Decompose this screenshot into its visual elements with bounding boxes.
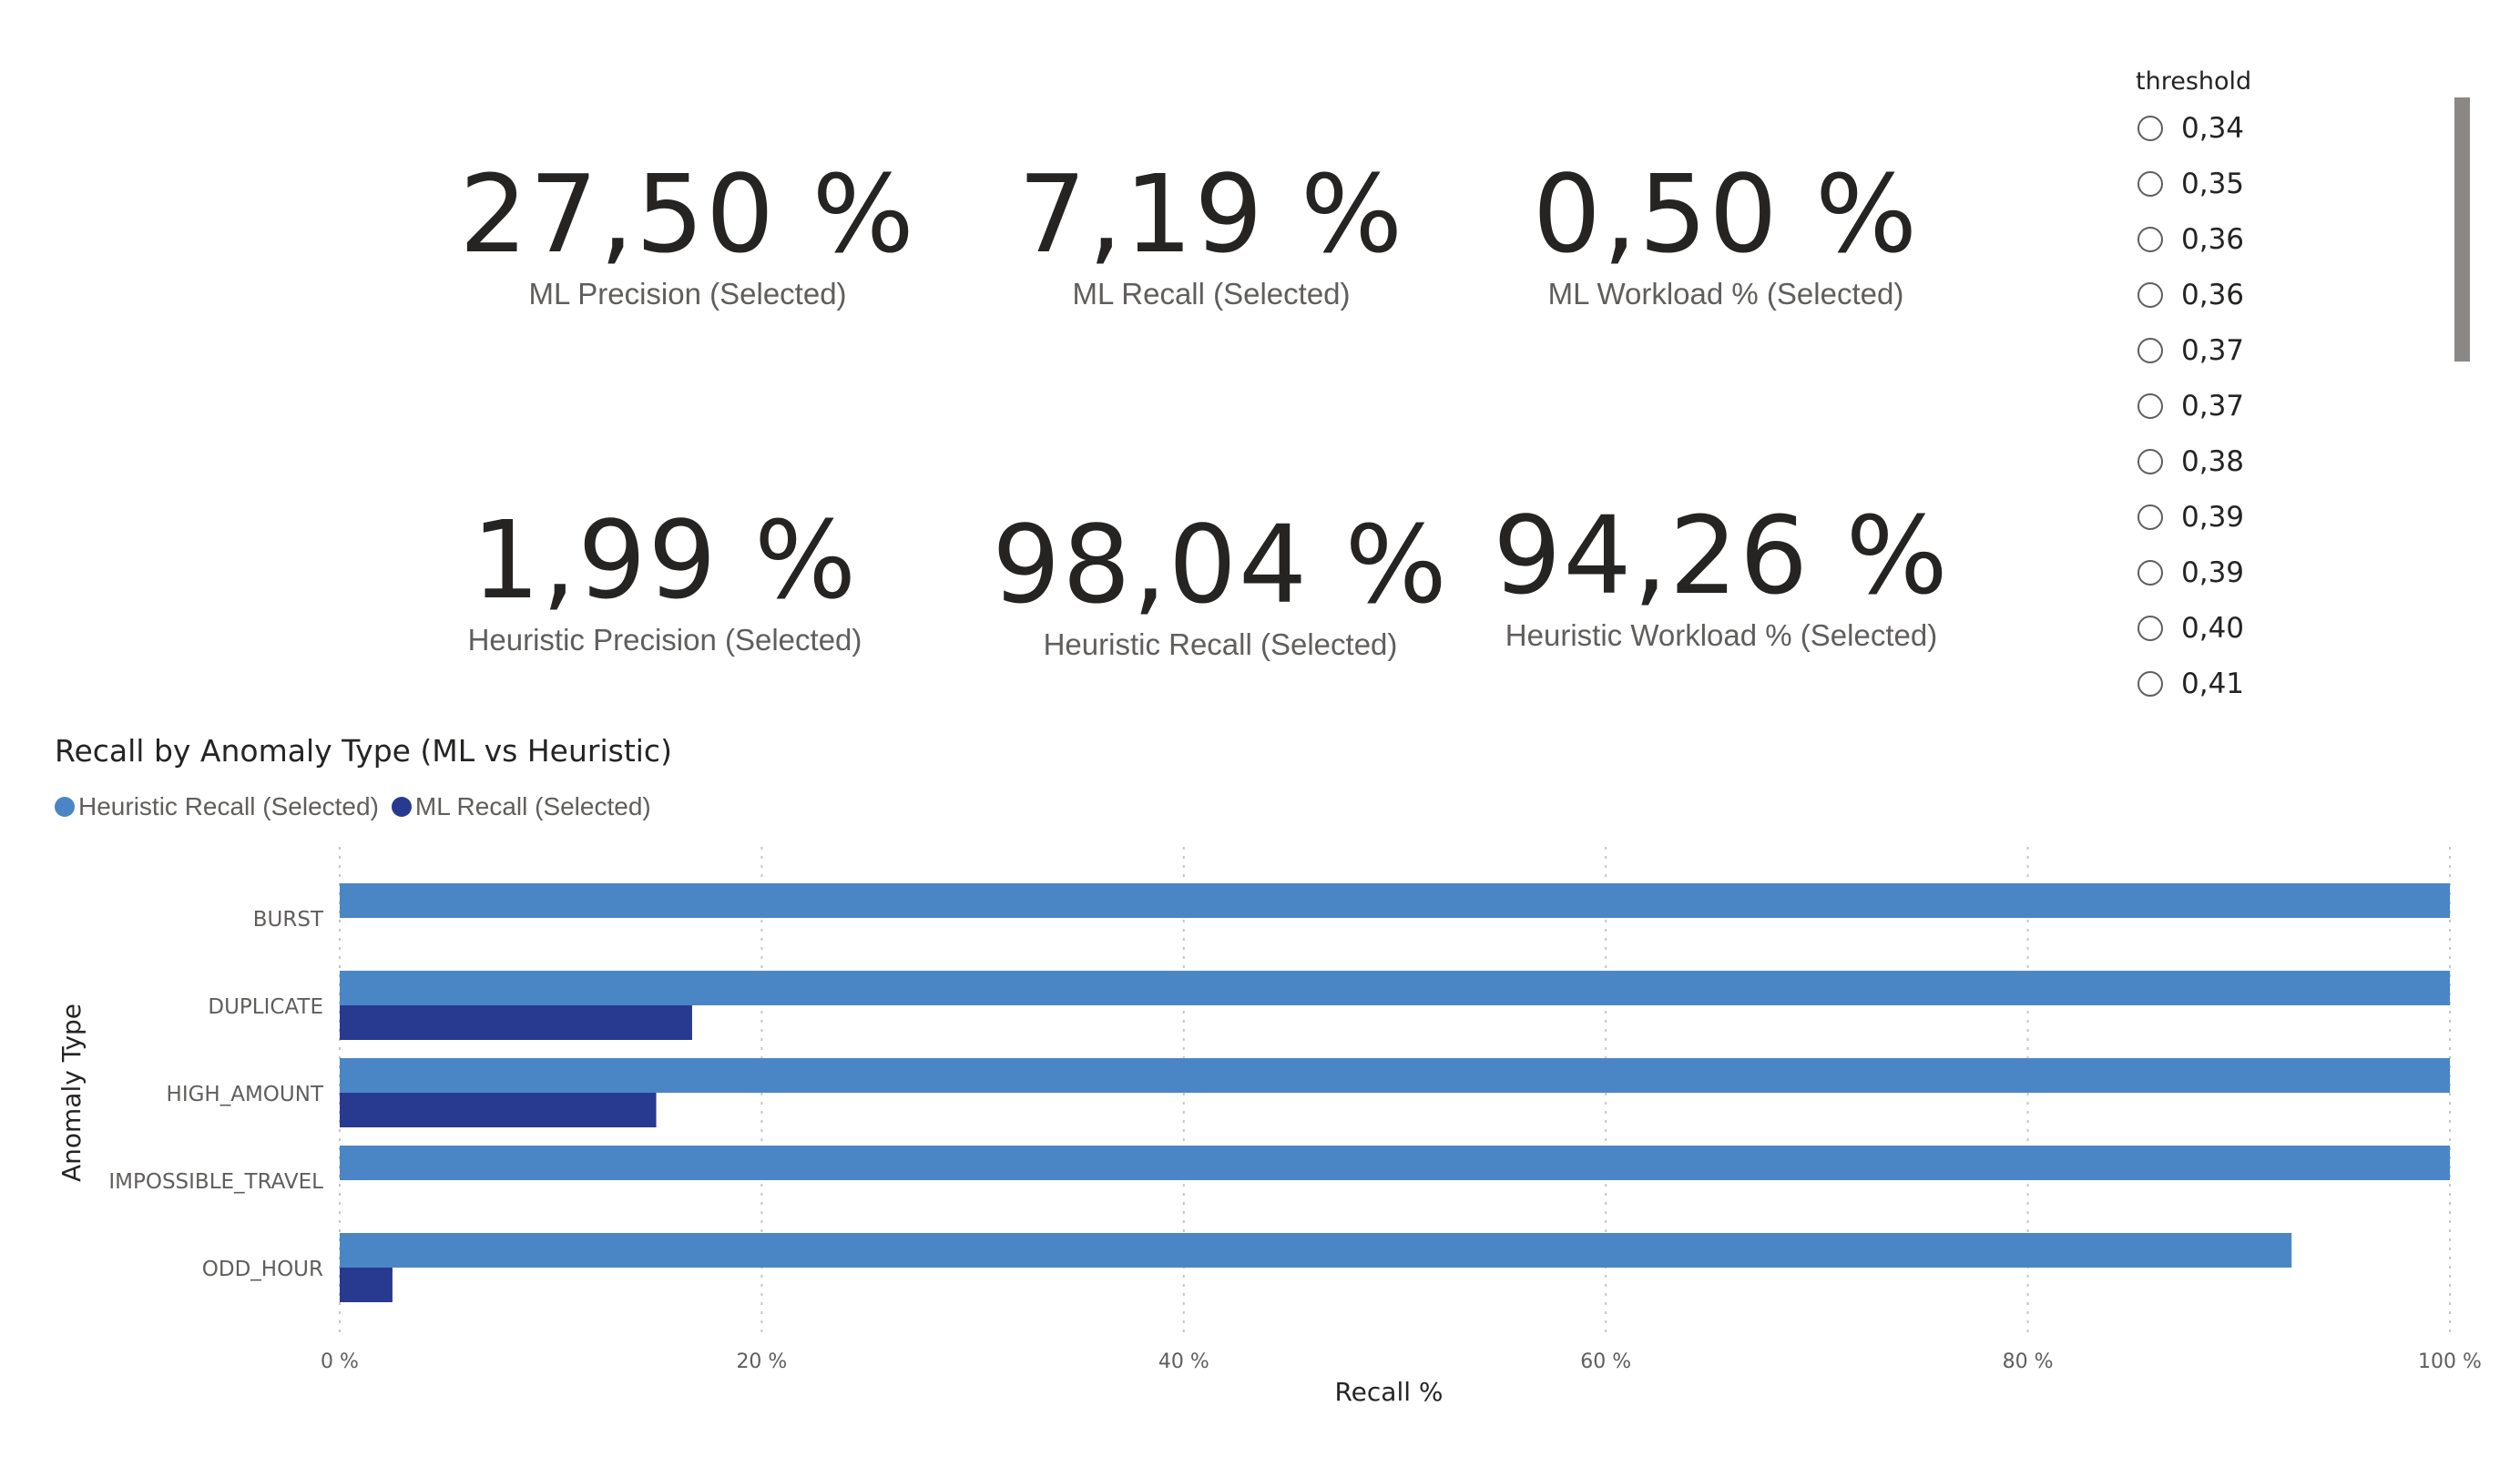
slicer-option[interactable]: 0,38 — [2136, 433, 2436, 489]
kpi-label: Heuristic Recall (Selected) — [1043, 627, 1398, 661]
radio-button-icon[interactable] — [2137, 226, 2163, 252]
slicer-option-label: 0,39 — [2181, 555, 2245, 589]
y-tick-label: BURST — [253, 908, 324, 932]
legend-heuristic-dot-icon — [55, 797, 75, 817]
slicer-option-label: 0,39 — [2181, 500, 2245, 534]
x-tick-label: 80 % — [2003, 1350, 2054, 1373]
axis-labels: 0 % 20 % 40 % 60 % 80 % 100 % BURST DUPLICATE HI… — [108, 908, 2482, 1373]
kpi-label: Heuristic Workload % (Selected) — [1505, 618, 1938, 652]
radio-button-icon[interactable] — [2137, 115, 2163, 141]
slicer-option-label: 0,36 — [2181, 278, 2245, 311]
slicer-option-list: 0,34 0,35 0,36 0,36 0,37 0,37 0,38 0,39 0,39 0,40… — [2136, 100, 2436, 711]
slicer-option-label: 0,40 — [2181, 611, 2245, 645]
slicer-title: threshold — [2136, 67, 2252, 96]
legend-label: ML Recall (Selected) — [414, 792, 651, 820]
slicer-option[interactable]: 0,35 — [2136, 156, 2436, 211]
slicer-option[interactable]: 0,34 — [2136, 100, 2436, 156]
radio-button-icon[interactable] — [2137, 170, 2163, 197]
x-axis-title: Recall % — [1334, 1377, 1443, 1407]
ml-recall-bar[interactable] — [340, 1093, 657, 1127]
radio-button-icon[interactable] — [2137, 504, 2163, 530]
legend-item-heuristic[interactable]: Heuristic Recall (Selected) — [55, 792, 379, 821]
kpi-label: ML Precision (Selected) — [528, 277, 847, 311]
kpi-value: 98,04 % — [992, 502, 1449, 627]
kpi-card-heuristic-precision: 1,99 % Heuristic Precision (Selected) — [383, 501, 947, 657]
heuristic-recall-bar[interactable] — [340, 1233, 2292, 1268]
slicer-option-label: 0,37 — [2181, 389, 2245, 423]
legend-label: Heuristic Recall (Selected) — [78, 792, 379, 820]
radio-button-icon[interactable] — [2137, 281, 2163, 308]
kpi-card-ml-workload: 0,50 % ML Workload % (Selected) — [1444, 155, 2008, 311]
radio-button-icon[interactable] — [2137, 448, 2163, 474]
x-tick-label: 60 % — [1580, 1350, 1631, 1373]
x-tick-label: 20 % — [736, 1350, 787, 1373]
slicer-option[interactable]: 0,36 — [2136, 211, 2436, 267]
y-tick-label: DUPLICATE — [208, 995, 323, 1019]
kpi-card-ml-precision: 27,50 % ML Precision (Selected) — [405, 155, 970, 311]
slicer-option[interactable]: 0,41 — [2136, 656, 2436, 711]
slicer-option-label: 0,37 — [2181, 333, 2245, 367]
radio-button-icon[interactable] — [2137, 337, 2163, 363]
heuristic-recall-bar[interactable] — [340, 971, 2450, 1005]
slicer-option[interactable]: 0,37 — [2136, 322, 2436, 378]
x-tick-label: 0 % — [321, 1350, 359, 1373]
kpi-value: 0,50 % — [1532, 151, 1920, 277]
slicer-option[interactable]: 0,39 — [2136, 489, 2436, 545]
slicer-option-label: 0,35 — [2181, 167, 2245, 200]
chart-title: Recall by Anomaly Type (ML vs Heuristic) — [55, 733, 672, 769]
slicer-option-label: 0,34 — [2181, 111, 2245, 145]
radio-button-icon[interactable] — [2137, 670, 2163, 697]
slicer-option-label: 0,36 — [2181, 222, 2245, 256]
y-tick-label: ODD_HOUR — [202, 1258, 323, 1281]
slicer-option[interactable]: 0,37 — [2136, 378, 2436, 433]
slicer-scrollbar[interactable] — [2454, 97, 2470, 362]
threshold-slicer: threshold 0,34 0,35 0,36 0,36 0,37 0,37 0,38 0,… — [2136, 64, 2436, 711]
heuristic-recall-bar[interactable] — [340, 1058, 2450, 1093]
bars — [340, 883, 2450, 1302]
kpi-label: Heuristic Precision (Selected) — [467, 623, 862, 657]
kpi-value: 7,19 % — [1017, 151, 1405, 277]
x-tick-label: 40 % — [1158, 1350, 1209, 1373]
kpi-value: 1,99 % — [471, 497, 859, 623]
radio-button-icon[interactable] — [2137, 615, 2163, 641]
slicer-option-label: 0,38 — [2181, 444, 2245, 478]
ml-recall-bar[interactable] — [340, 1005, 692, 1040]
radio-button-icon[interactable] — [2137, 559, 2163, 586]
ml-recall-bar[interactable] — [340, 1268, 393, 1302]
slicer-option-label: 0,41 — [2181, 667, 2245, 700]
kpi-value: 27,50 % — [459, 151, 916, 277]
heuristic-recall-bar[interactable] — [340, 883, 2450, 918]
kpi-value: 94,26 % — [1493, 493, 1950, 618]
legend-item-ml[interactable]: ML Recall (Selected) — [391, 792, 651, 821]
chart-legend: Heuristic Recall (Selected) ML Recall (S… — [55, 792, 664, 821]
slicer-option[interactable]: 0,40 — [2136, 600, 2436, 656]
kpi-label: ML Recall (Selected) — [1072, 277, 1351, 311]
kpi-card-heuristic-workload: 94,26 % Heuristic Workload % (Selected) — [1439, 496, 2004, 653]
legend-ml-dot-icon — [391, 797, 412, 817]
y-tick-label: HIGH_AMOUNT — [167, 1083, 324, 1106]
slicer-option[interactable]: 0,36 — [2136, 267, 2436, 322]
radio-button-icon[interactable] — [2137, 392, 2163, 419]
kpi-card-heuristic-recall: 98,04 % Heuristic Recall (Selected) — [938, 505, 1503, 662]
kpi-card-ml-recall: 7,19 % ML Recall (Selected) — [929, 155, 1494, 311]
x-tick-label: 100 % — [2418, 1350, 2482, 1373]
heuristic-recall-bar[interactable] — [340, 1146, 2450, 1180]
slicer-option[interactable]: 0,39 — [2136, 545, 2436, 600]
y-axis-title: Anomaly Type — [56, 1004, 87, 1182]
y-tick-label: IMPOSSIBLE_TRAVEL — [108, 1170, 323, 1194]
kpi-label: ML Workload % (Selected) — [1547, 277, 1904, 311]
